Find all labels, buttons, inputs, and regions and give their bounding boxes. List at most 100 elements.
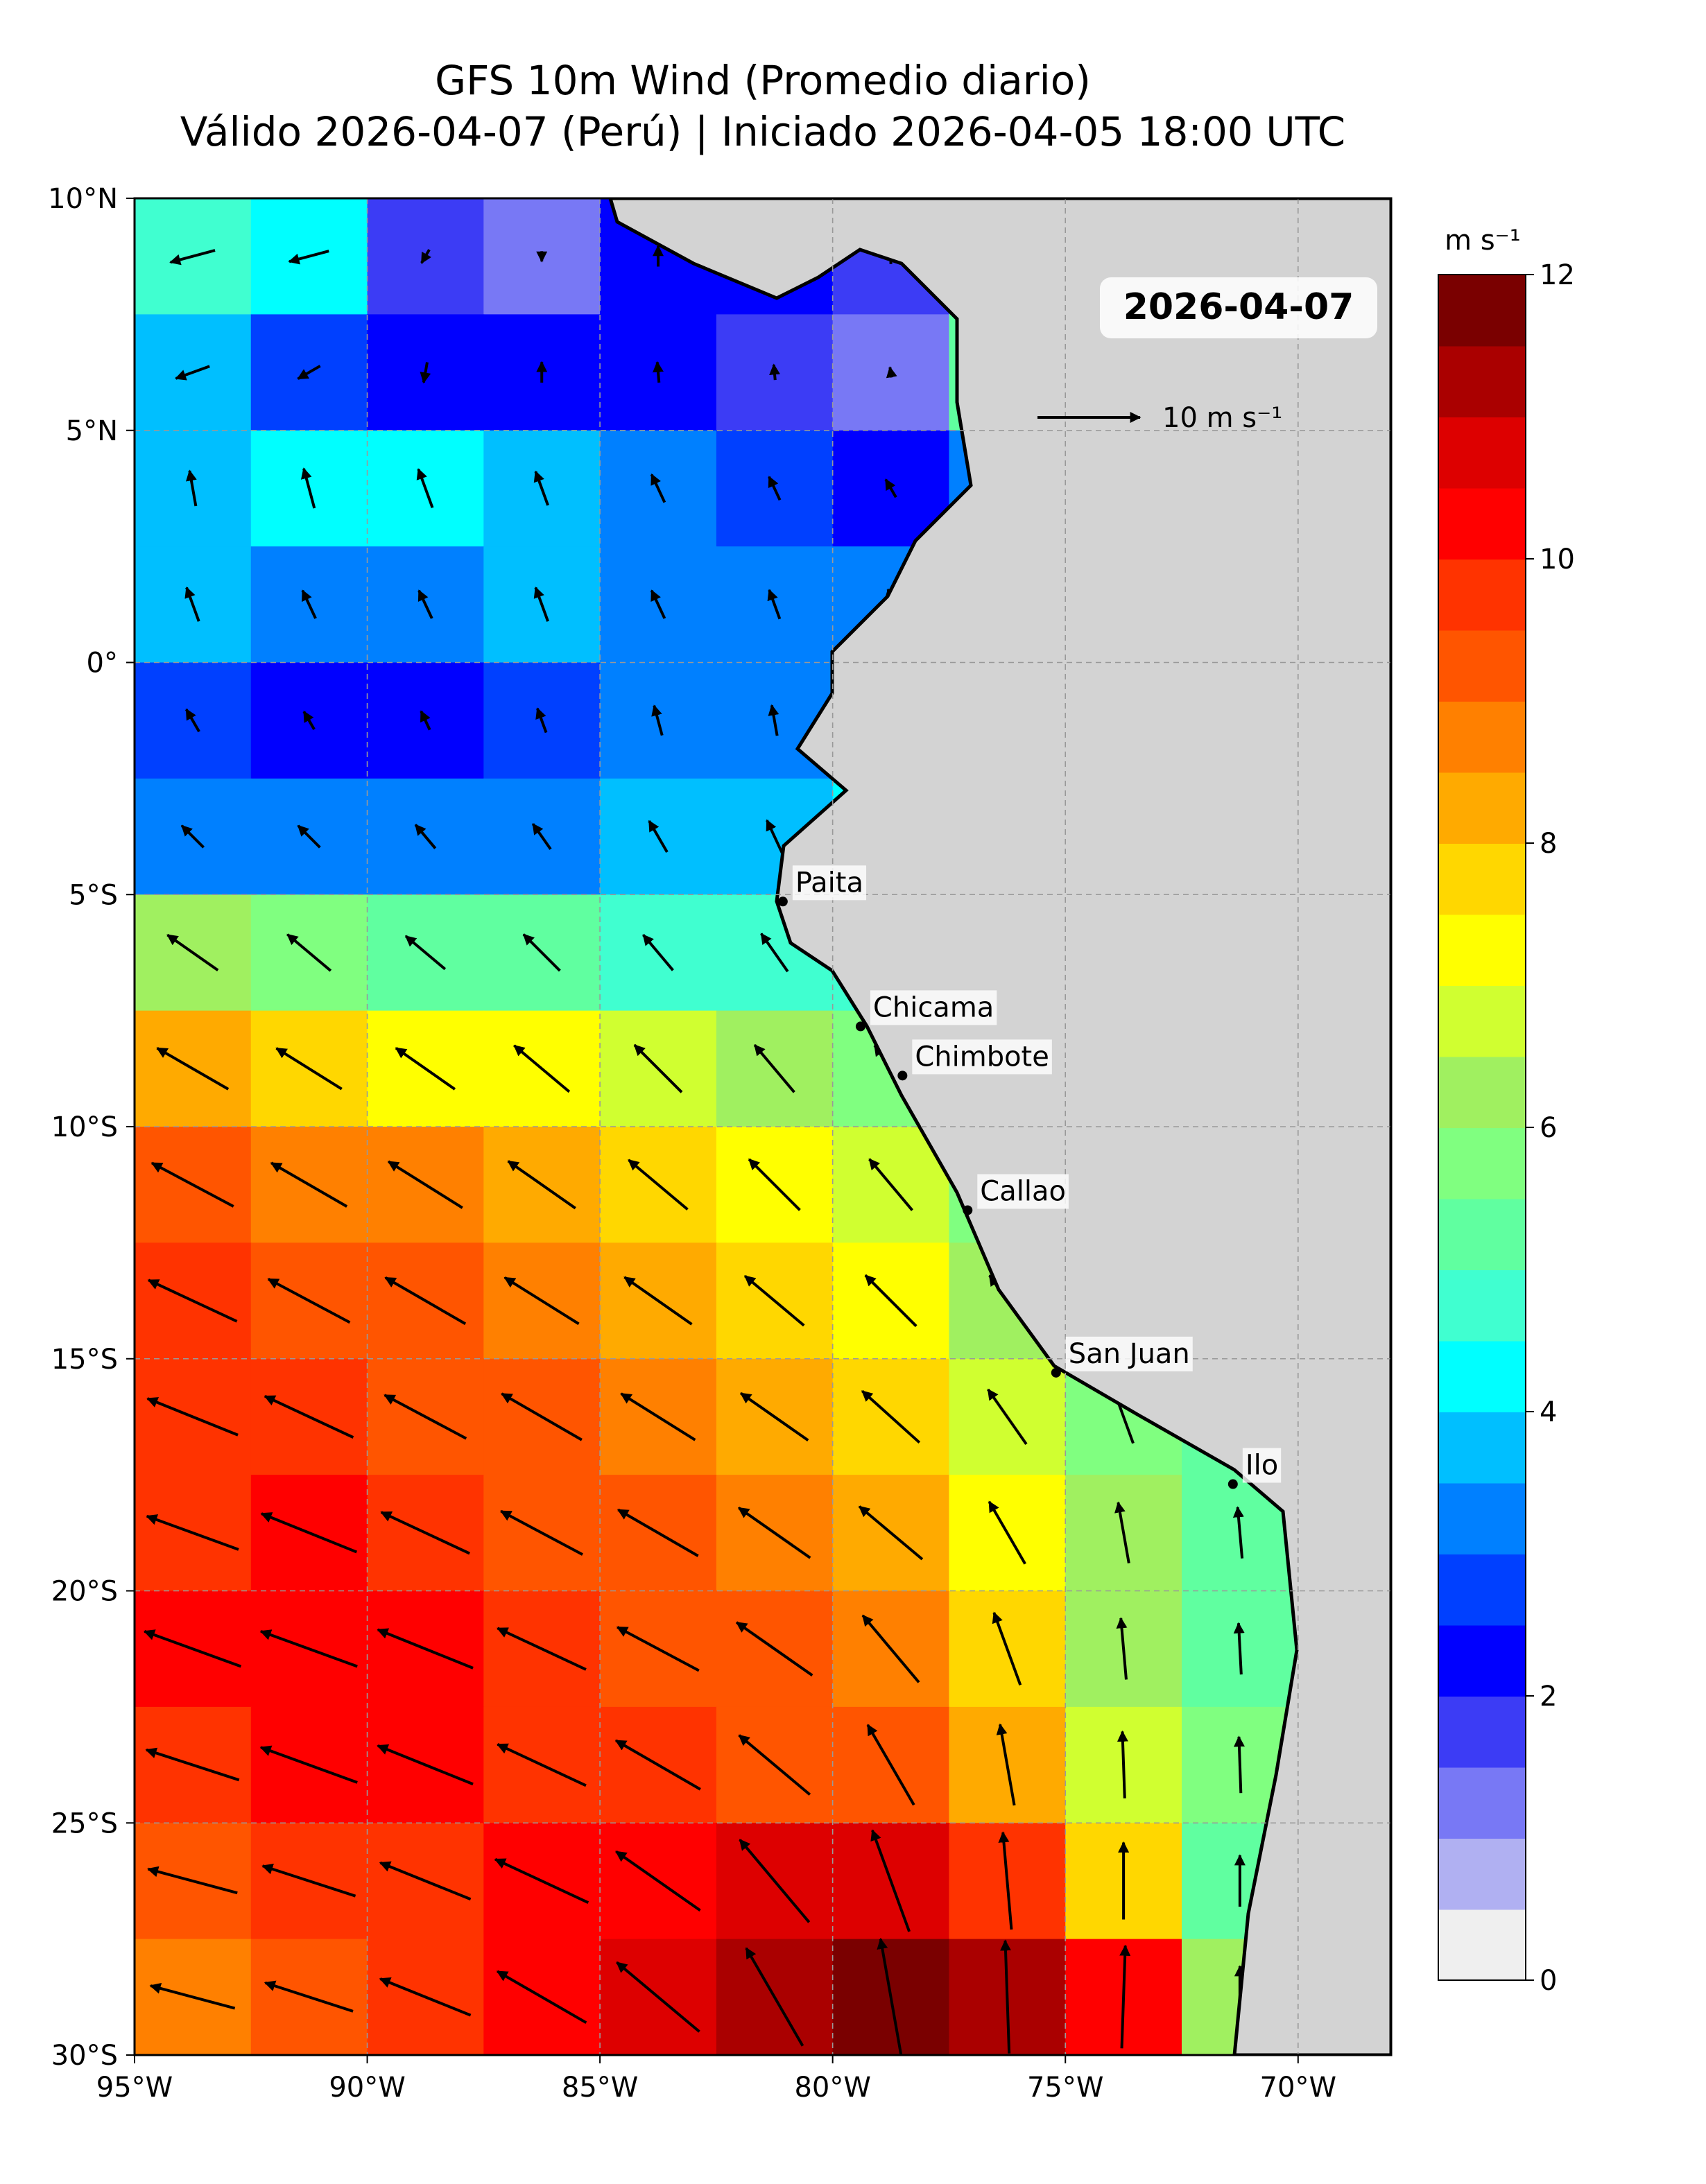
wind-arrow	[999, 1939, 1011, 2054]
wind-arrow	[259, 1745, 358, 1784]
wind-arrow	[496, 1970, 587, 2025]
wind-arrow	[531, 823, 552, 850]
colorbar-swatch	[1438, 345, 1526, 417]
x-tick-label: 90°W	[329, 2072, 405, 2104]
place-label-bg	[870, 990, 997, 1025]
colorbar-swatch	[1438, 275, 1526, 347]
wind-arrow	[297, 824, 321, 849]
wind-arrow	[884, 478, 897, 499]
y-tick-label: 5°S	[69, 879, 118, 911]
place-label: Ilo	[1246, 1450, 1278, 1482]
wind-arrow	[616, 1626, 700, 1672]
wind-arrow	[270, 1161, 348, 1208]
wind-arrow	[150, 1161, 234, 1208]
wind-arrow	[297, 365, 321, 381]
colorbar-swatch	[1438, 985, 1526, 1057]
wind-arrow	[870, 1829, 911, 1932]
wind-arrow	[650, 473, 666, 503]
wind-arrow	[286, 933, 332, 972]
wind-arrow	[868, 1158, 914, 1211]
wind-arrow	[739, 1392, 809, 1442]
wind-arrow	[864, 1274, 917, 1328]
wind-arrow	[987, 1388, 1028, 1445]
wind-arrow	[1233, 1735, 1245, 1794]
place-marker	[897, 1071, 908, 1081]
wind-arrow	[651, 704, 664, 736]
wind-arrow	[147, 1866, 238, 1895]
place-label: Chimbote	[915, 1041, 1049, 1073]
y-tick-label: 30°S	[51, 2040, 118, 2072]
wind-arrow	[745, 1947, 804, 2047]
wind-arrow	[302, 710, 316, 731]
wind-arrow	[416, 468, 434, 508]
wind-arrow	[628, 1159, 689, 1211]
wind-arrow	[420, 249, 432, 264]
wind-arrow	[743, 1274, 805, 1327]
wind-arrow	[1116, 1617, 1128, 1680]
colorbar-swatch	[1438, 1554, 1526, 1626]
wind-arrow	[753, 1044, 795, 1093]
colorbar-swatch	[1438, 1838, 1526, 1910]
place-label: San Juan	[1069, 1338, 1190, 1370]
wind-arrow	[166, 933, 219, 972]
wind-arrow	[175, 365, 210, 381]
graticule	[135, 198, 1391, 2055]
wind-arrow	[648, 820, 669, 853]
colorbar-swatch	[1438, 1269, 1526, 1342]
quiver-key: 10 m s⁻¹	[1037, 402, 1282, 434]
colorbar-swatch	[1438, 701, 1526, 773]
wind-arrow	[861, 1614, 920, 1683]
y-tick-label: 5°N	[66, 415, 118, 447]
wind-arrow	[858, 1505, 924, 1561]
x-tick-label: 70°W	[1260, 2072, 1336, 2104]
wind-arrow	[417, 589, 433, 619]
colorbar-swatch	[1438, 914, 1526, 986]
wind-arrow	[992, 1611, 1022, 1686]
wind-arrow	[768, 704, 779, 736]
wind-arrow	[998, 1831, 1013, 1930]
wind-arrow	[384, 1394, 467, 1440]
colorbar-tick-label: 2	[1540, 1681, 1557, 1713]
wind-arrow	[1114, 1501, 1130, 1563]
x-tick-label: 80°W	[794, 2072, 870, 2104]
y-tick-label: 15°S	[51, 1344, 118, 1376]
wind-arrow	[414, 824, 437, 849]
wind-arrow	[652, 361, 664, 383]
place-marker	[855, 1021, 865, 1032]
place-label-bg	[912, 1039, 1052, 1075]
colorbar-tick-label: 4	[1540, 1396, 1557, 1428]
wind-arrow	[988, 1500, 1026, 1565]
colorbar-tick-label: 8	[1540, 828, 1557, 860]
y-tick-label: 10°S	[51, 1111, 118, 1143]
wind-arrow	[866, 1724, 915, 1806]
wind-arrow	[147, 1279, 238, 1323]
wind-arrow	[1117, 1730, 1128, 1799]
wind-arrow	[500, 1509, 583, 1556]
wind-arrow	[169, 249, 216, 266]
wind-arrow	[387, 1160, 463, 1209]
colorbar-swatch	[1438, 1482, 1526, 1554]
wind-arrow	[614, 1739, 701, 1791]
wind-arrow	[650, 589, 666, 619]
place-marker	[1227, 1479, 1238, 1489]
colorbar-swatch	[1438, 559, 1526, 631]
place-marker	[1051, 1367, 1061, 1378]
wind-arrow	[535, 707, 548, 734]
colorbar-swatch	[1438, 487, 1526, 560]
colorbar-tick-label: 10	[1540, 544, 1575, 575]
wind-arrow	[143, 1629, 242, 1668]
wind-arrow	[769, 363, 781, 381]
wind-arrow	[184, 586, 200, 622]
place-marker	[963, 1205, 973, 1215]
wind-arrow	[301, 589, 317, 619]
wind-arrow	[735, 1621, 813, 1677]
colorbar-swatch	[1438, 1696, 1526, 1768]
wind-arrow	[533, 586, 549, 622]
colorbar-tick-label: 6	[1540, 1112, 1557, 1144]
wind-arrow	[288, 250, 329, 265]
wind-arrow	[301, 467, 316, 509]
wind-arrow	[513, 1044, 571, 1093]
colorbar-swatch	[1438, 1412, 1526, 1484]
y-tick-label: 25°S	[51, 1808, 118, 1839]
y-tick-label: 10°N	[48, 183, 118, 215]
